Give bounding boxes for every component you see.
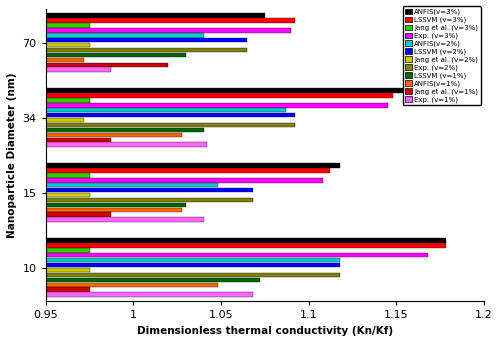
Bar xyxy=(46,193,90,197)
Legend: ANFIS(v=3%), LSSVM (v=3%), Jang et al. (v=3%), Exp. (v=3%), ANFIS(v=2%), LSSVM (: ANFIS(v=3%), LSSVM (v=3%), Jang et al. (… xyxy=(403,7,480,105)
Bar xyxy=(46,23,90,28)
Bar xyxy=(46,19,294,23)
Bar xyxy=(46,38,248,43)
Bar xyxy=(46,258,341,262)
X-axis label: Dimensionless thermal conductivity (Kn/Kf): Dimensionless thermal conductivity (Kn/K… xyxy=(137,326,393,336)
Bar xyxy=(46,268,90,272)
Bar xyxy=(46,48,248,52)
Bar xyxy=(46,58,84,62)
Bar xyxy=(46,243,446,248)
Bar xyxy=(46,248,90,252)
Bar xyxy=(46,208,182,212)
Bar xyxy=(46,188,253,192)
Bar xyxy=(46,103,388,108)
Bar xyxy=(46,93,393,98)
Bar xyxy=(46,292,253,297)
Bar xyxy=(46,238,446,243)
Bar xyxy=(46,178,323,182)
Bar xyxy=(46,183,218,187)
Bar xyxy=(46,198,253,202)
Bar xyxy=(46,98,90,103)
Bar xyxy=(46,128,203,132)
Bar xyxy=(46,212,110,217)
Bar xyxy=(46,53,186,57)
Bar xyxy=(46,133,182,137)
Bar xyxy=(46,118,84,122)
Bar xyxy=(46,28,291,33)
Bar xyxy=(46,217,203,222)
Bar xyxy=(46,168,330,173)
Bar xyxy=(46,273,341,277)
Bar xyxy=(46,13,265,18)
Bar xyxy=(46,62,168,67)
Bar xyxy=(46,108,286,113)
Bar xyxy=(46,277,260,282)
Bar xyxy=(46,123,294,127)
Bar xyxy=(46,163,341,168)
Bar xyxy=(46,113,294,117)
Bar xyxy=(46,253,428,258)
Bar xyxy=(46,287,90,292)
Bar xyxy=(46,68,110,72)
Bar xyxy=(46,88,423,93)
Bar xyxy=(46,138,110,142)
Y-axis label: Nanoparticle Diameter (nm): Nanoparticle Diameter (nm) xyxy=(7,72,17,238)
Bar xyxy=(46,43,90,47)
Bar xyxy=(46,33,203,37)
Bar xyxy=(46,203,186,207)
Bar xyxy=(46,173,90,178)
Bar xyxy=(46,283,218,287)
Bar xyxy=(46,142,207,147)
Bar xyxy=(46,263,341,267)
